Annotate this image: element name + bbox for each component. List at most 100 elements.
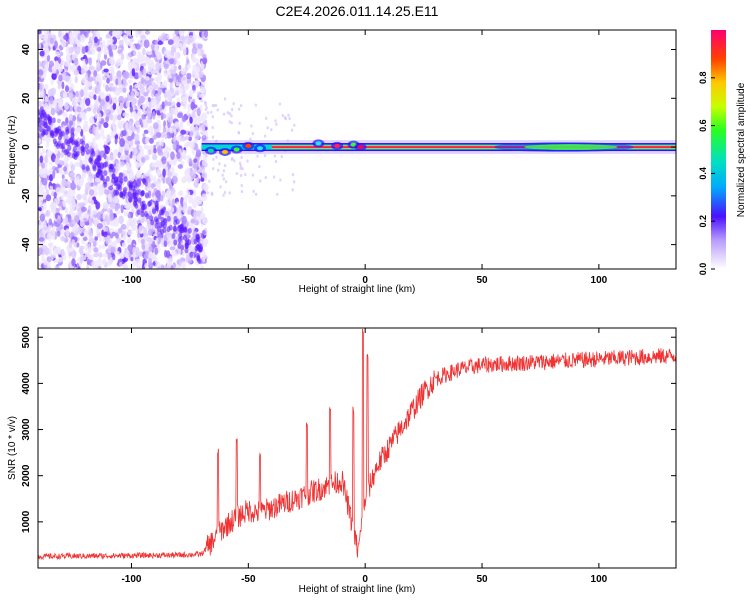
noise-dot <box>189 130 194 138</box>
sparse-dot <box>211 115 214 119</box>
noise-dot <box>135 140 141 145</box>
noise-dot <box>160 138 164 148</box>
noise-dot <box>187 63 191 70</box>
sparse-dot <box>244 172 247 177</box>
noise-dot <box>65 228 70 237</box>
noise-dot <box>195 149 202 158</box>
noise-dot <box>141 157 146 164</box>
noise-dot <box>177 190 184 197</box>
noise-dot <box>112 196 118 204</box>
noise-dot <box>152 134 157 140</box>
noise-dot <box>117 57 123 67</box>
noise-dot <box>166 33 170 39</box>
noise-dot <box>38 219 43 229</box>
noise-dot <box>47 88 54 97</box>
noise-dot <box>133 110 137 118</box>
noise-dot <box>173 36 180 46</box>
noise-dot <box>178 205 182 212</box>
spectrogram-x-tick-label: -100 <box>121 275 141 286</box>
noise-dot <box>178 30 184 36</box>
noise-dot <box>197 43 203 49</box>
noise-dot <box>143 91 149 97</box>
noise-dot <box>136 153 142 159</box>
noise-dot <box>188 195 194 204</box>
noise-dot <box>189 116 193 124</box>
noise-dot <box>170 250 177 257</box>
sparse-dot <box>210 110 213 114</box>
noise-dot <box>201 31 205 41</box>
noise-dot <box>95 201 101 210</box>
noise-dot <box>85 97 91 107</box>
noise-dot <box>94 177 101 183</box>
noise-dot <box>126 112 130 118</box>
noise-dot <box>64 85 70 93</box>
noise-dot <box>170 206 175 213</box>
noise-dot <box>138 162 145 167</box>
noise-dot <box>166 91 173 100</box>
noise-dot <box>51 72 57 80</box>
noise-dot <box>130 91 135 98</box>
noise-dot <box>91 260 97 268</box>
noise-dot <box>93 94 97 100</box>
noise-streak-dot <box>65 148 70 155</box>
noise-dot <box>160 112 164 121</box>
sparse-dot <box>240 155 243 160</box>
noise-dot <box>38 144 41 151</box>
colorbar-gradient <box>711 30 726 269</box>
noise-dot <box>186 72 192 80</box>
noise-dot <box>163 240 168 248</box>
noise-dot <box>77 207 82 217</box>
noise-dot <box>54 212 58 220</box>
noise-dot <box>88 228 94 237</box>
noise-dot <box>104 71 110 77</box>
sparse-dot <box>279 178 282 182</box>
noise-dot <box>166 112 172 117</box>
noise-dot <box>155 62 162 71</box>
sparse-dot <box>222 169 226 173</box>
noise-dot <box>69 194 74 202</box>
noise-dot <box>112 96 118 104</box>
signal-blob-core <box>315 141 322 146</box>
noise-dot <box>202 256 206 263</box>
noise-dot <box>159 82 165 89</box>
noise-streak-dot <box>38 125 43 132</box>
noise-dot <box>126 223 130 230</box>
noise-dot <box>102 75 107 81</box>
sparse-dot <box>259 179 262 183</box>
noise-dot <box>164 210 170 218</box>
noise-dot <box>81 46 86 55</box>
noise-dot <box>93 143 99 149</box>
noise-streak-dot <box>139 190 144 197</box>
noise-dot <box>132 50 137 56</box>
noise-dot <box>54 40 58 49</box>
noise-dot <box>90 48 96 54</box>
noise-dot <box>202 213 206 222</box>
sparse-dot <box>228 120 231 124</box>
snr-y-tick-label: 3000 <box>21 418 32 441</box>
noise-dot <box>130 256 134 262</box>
signal-blob-core <box>257 146 264 151</box>
spectrogram-y-tick-label: 20 <box>21 92 32 104</box>
noise-dot <box>148 245 153 253</box>
noise-dot <box>123 264 129 269</box>
noise-dot <box>105 95 110 102</box>
noise-streak-dot <box>160 216 165 223</box>
noise-streak-dot <box>133 182 138 189</box>
noise-dot <box>111 86 116 93</box>
noise-dot <box>108 185 114 191</box>
noise-streak-dot <box>140 211 145 218</box>
noise-dot <box>155 141 160 148</box>
noise-dot <box>108 44 112 53</box>
noise-dot <box>130 173 135 182</box>
noise-dot <box>81 206 87 212</box>
noise-dot <box>196 118 202 123</box>
noise-dot <box>180 129 187 135</box>
noise-dot <box>102 231 108 238</box>
noise-dot <box>38 69 44 76</box>
noise-dot <box>129 153 133 159</box>
noise-dot <box>48 218 53 226</box>
noise-dot <box>178 87 184 95</box>
noise-dot <box>64 155 69 164</box>
colorbar-tick-label: 0.8 <box>698 72 708 85</box>
signal-blob-core <box>334 143 341 148</box>
